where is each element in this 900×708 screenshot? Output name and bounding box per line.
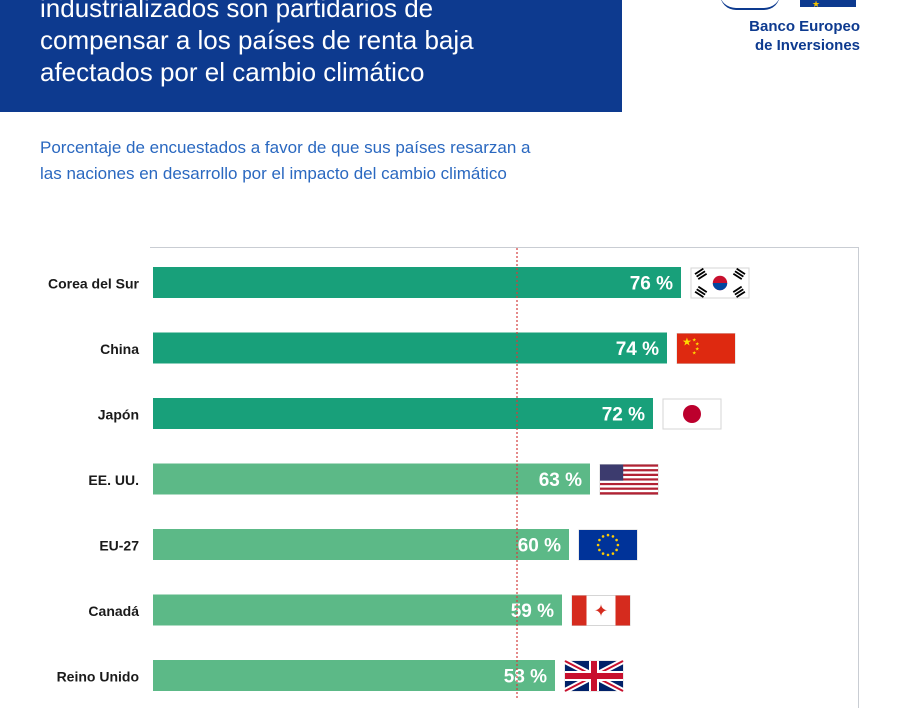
category-label-4: EE. UU.	[88, 472, 139, 488]
data-label-1: 76 %	[630, 274, 673, 295]
bar-6	[153, 594, 562, 626]
flag-stripe	[600, 478, 658, 481]
flag-star	[615, 548, 618, 552]
logo-star-icon: ★	[812, 0, 821, 9]
flag-stripe	[600, 476, 658, 479]
data-label-6: 59 %	[511, 601, 554, 622]
trigram-bar	[736, 267, 746, 275]
data-label-3: 72 %	[602, 405, 645, 426]
flag-stripe	[600, 487, 658, 490]
bar-3	[153, 398, 653, 429]
flag-star	[616, 543, 620, 547]
logo-flag-mark	[800, 0, 856, 7]
subtitle-line-2: las naciones en desarrollo por el impact…	[40, 164, 507, 183]
flag-small-star: ★	[692, 351, 697, 357]
category-label-6: Canadá	[88, 603, 139, 619]
title-line-1: industrializados son partidarios de	[40, 0, 434, 23]
flag-south-korea-icon	[690, 267, 750, 299]
header-banner: industrializados son partidarios de comp…	[0, 0, 622, 112]
trigram-bar	[696, 288, 706, 296]
taegeuk-bottom	[712, 283, 728, 291]
flag-small-star: ★	[695, 347, 700, 353]
data-label-5: 60 %	[518, 536, 561, 557]
flag-stripe	[600, 473, 658, 477]
flag-canton	[600, 464, 624, 481]
flag-uk-icon	[563, 658, 625, 694]
flag-star	[606, 533, 610, 537]
category-label-5: EU-27	[99, 538, 139, 554]
flag-stripe	[600, 464, 658, 467]
category-label-2: China	[100, 341, 139, 357]
category-label-1: Corea del Sur	[48, 276, 140, 292]
trigram-bar	[736, 290, 746, 298]
category-label-7: Reino Unido	[57, 669, 139, 685]
flag-star	[606, 553, 610, 557]
flag-small-star: ★	[692, 338, 697, 344]
flag-stripe	[600, 480, 658, 483]
bar-5	[153, 529, 569, 560]
flag-star	[601, 535, 605, 538]
flag-china-icon: ★ ★★★★	[676, 333, 736, 364]
data-label-2: 74 %	[616, 339, 659, 360]
flag-band-left	[572, 595, 587, 626]
flag-star	[601, 552, 605, 555]
flag-star	[611, 535, 615, 538]
data-label-4: 63 %	[539, 470, 582, 491]
category-label-3: Japón	[98, 407, 139, 423]
flag-star: ★	[682, 337, 692, 349]
trigram-bar	[734, 288, 744, 296]
subtitle-line-1: Porcentaje de encuestados a favor de que…	[40, 138, 531, 157]
flag-japan-icon	[662, 398, 722, 430]
bar-2	[153, 332, 667, 364]
title-line-2: compensar a los países de renta baja	[40, 25, 474, 55]
flag-stripe	[600, 485, 658, 488]
flag-eu-icon	[578, 529, 638, 561]
flag-stripe	[600, 471, 658, 474]
trigram-bar	[732, 272, 743, 280]
flag-cross-red	[565, 673, 623, 679]
trigram-bar	[697, 272, 708, 280]
flag-band-right	[615, 595, 630, 626]
maple-leaf-icon: ✦	[594, 602, 608, 621]
flag-star	[615, 538, 618, 542]
trigram-bar	[694, 267, 704, 275]
flag-field	[677, 333, 735, 364]
flag-usa-icon	[599, 464, 659, 495]
trigram-bar	[696, 270, 706, 278]
bar-7	[153, 660, 555, 691]
flag-small-star: ★	[695, 342, 700, 348]
flag-star	[611, 552, 615, 555]
trigram-bar	[697, 285, 708, 293]
logo-swoosh	[720, 0, 780, 10]
bar-1	[153, 267, 681, 298]
flag-stripe	[600, 466, 658, 470]
chart-title: industrializados son partidarios de comp…	[40, 0, 610, 88]
flag-stripe	[600, 489, 658, 493]
flag-stripe	[600, 492, 658, 495]
flag-stripe	[600, 469, 658, 472]
chart-subtitle: Porcentaje de encuestados a favor de que…	[40, 135, 530, 187]
flag-star	[598, 538, 601, 542]
flag-stripe	[600, 482, 658, 486]
trigram-bar	[732, 285, 743, 293]
eib-logo: ★ Banco Europeo de Inversiones	[700, 0, 900, 70]
title-line-3: afectados por el cambio climático	[40, 57, 425, 87]
flag-canada-icon: ✦	[571, 595, 631, 626]
flag-sun	[683, 405, 701, 423]
logo-text-line-1: Banco Europeo	[749, 18, 860, 35]
bar-4	[153, 463, 590, 495]
trigram-bar	[734, 270, 744, 278]
data-label-7: 58 %	[504, 667, 547, 688]
trigram-bar	[694, 290, 704, 298]
flag-star	[598, 548, 601, 552]
chart-frame	[150, 247, 859, 708]
flag-star	[596, 543, 600, 547]
logo-text-line-2: de Inversiones	[754, 37, 860, 54]
